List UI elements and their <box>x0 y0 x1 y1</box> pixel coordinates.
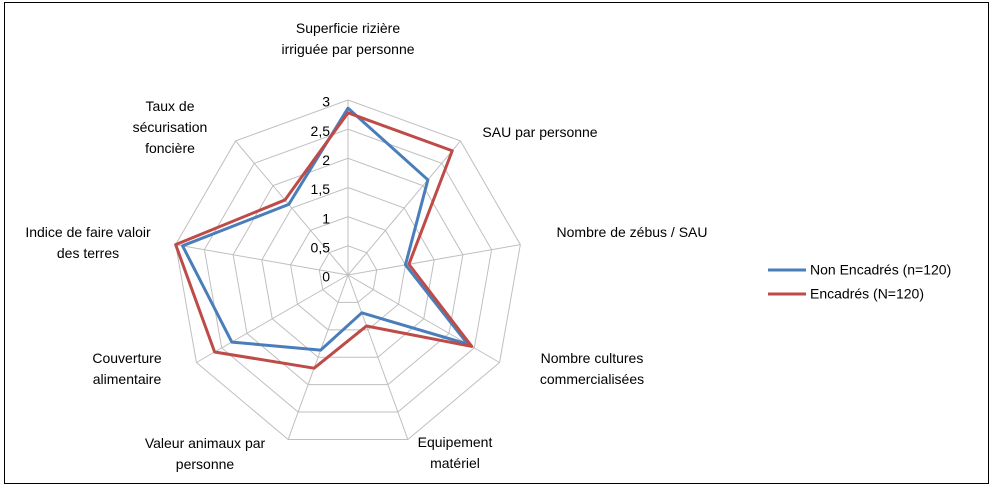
r-tick-label: 1 <box>322 210 330 226</box>
spoke <box>347 140 461 276</box>
grid-ring <box>203 128 493 413</box>
r-tick-label: 2 <box>322 152 330 168</box>
grid-ring <box>290 216 406 331</box>
grid-ring <box>175 99 521 440</box>
axis-label: SAU par personne <box>482 124 598 140</box>
axis-label: Nombre de zébus / SAU <box>556 224 708 240</box>
r-tick-label: 0 <box>322 269 330 285</box>
axis-label: Nombre cultures commercialisées <box>539 350 645 387</box>
spoke <box>347 244 521 276</box>
axis-label: Superficie rizière irriguée par personne <box>281 20 415 57</box>
axis-label: Taux de sécurisation foncière <box>132 98 208 156</box>
grid-ring <box>318 245 378 303</box>
spoke <box>235 140 349 276</box>
spoke <box>347 274 500 363</box>
grid-ring <box>232 157 464 386</box>
legend-label: Non Encadrés (n=120) <box>810 262 951 278</box>
legend-label: Encadrés (N=120) <box>810 286 924 302</box>
spoke <box>196 274 349 363</box>
spoke <box>347 274 409 440</box>
r-tick-label: 3 <box>322 94 330 110</box>
spoke <box>175 244 349 276</box>
r-tick-label: 1,5 <box>311 181 331 197</box>
spoke <box>287 274 349 440</box>
axis-label: Couverture alimentaire <box>92 350 162 387</box>
chart-frame <box>4 2 989 484</box>
axis-label: Indice de faire valoir des terres <box>25 224 151 261</box>
axis-label: Valeur animaux par personne <box>144 435 266 472</box>
axis-label: Equipement matériel <box>417 434 493 471</box>
series-line <box>174 111 474 370</box>
series-line <box>181 106 470 352</box>
r-tick-label: 0,5 <box>311 240 331 256</box>
r-tick-label: 2,5 <box>311 123 331 139</box>
